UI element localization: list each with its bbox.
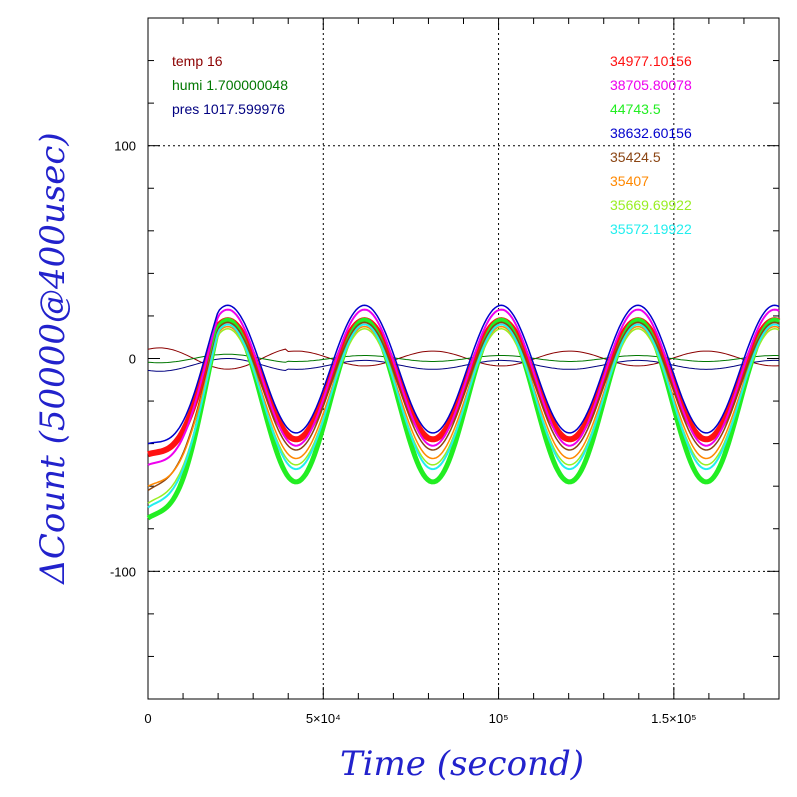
ticks	[147, 17, 780, 700]
env-legend-value: 16	[207, 53, 223, 69]
series-legend-entry: 35407	[610, 173, 649, 189]
series-legend-entry: 35669.69922	[610, 197, 692, 213]
env-legend-value: 1017.599976	[203, 101, 285, 117]
y-tick-label: 100	[114, 139, 136, 154]
x-tick-label: 1.5×10⁵	[651, 711, 697, 726]
series-line	[147, 304, 780, 445]
x-axis-title: Time (second)	[340, 744, 584, 784]
series-lines	[146, 304, 781, 521]
x-tick-label: 5×10⁴	[306, 711, 341, 726]
series-legend-entry: 34977.10156	[610, 53, 692, 69]
series-line	[147, 321, 780, 492]
series-legend-entry: 38705.80078	[610, 77, 692, 93]
env-legend-entry: humi 1.700000048	[172, 77, 288, 93]
env-legend-value: 1.700000048	[206, 77, 288, 93]
series-line	[147, 308, 780, 466]
y-tick-label: 0	[129, 352, 136, 367]
series-legend: 34977.10156 38705.80078 44743.5 38632.60156…	[610, 53, 692, 237]
series-legend-entry: 35572.19922	[610, 221, 692, 237]
series-line	[147, 323, 780, 509]
series-legend-entry: 38632.60156	[610, 125, 692, 141]
env-legend-name: temp	[172, 53, 207, 69]
series-legend-entry: 35424.5	[610, 149, 661, 165]
y-tick-label: -100	[110, 564, 136, 579]
env-legend-name: pres	[172, 101, 203, 117]
x-tick-label: 0	[144, 711, 151, 726]
env-legend-entry: temp 16	[172, 53, 223, 69]
series-legend-entry: 44743.5	[610, 101, 661, 117]
x-tick-label: 10⁵	[489, 711, 509, 726]
env-legend-entry: pres 1017.599976	[172, 101, 285, 117]
y-axis-title: ΔCount (50000@400usec)	[33, 132, 73, 585]
env-legend-name: humi	[172, 77, 206, 93]
tick-labels: 0 5×10⁴ 10⁵ 1.5×10⁵ 100 0 -100	[110, 139, 697, 726]
